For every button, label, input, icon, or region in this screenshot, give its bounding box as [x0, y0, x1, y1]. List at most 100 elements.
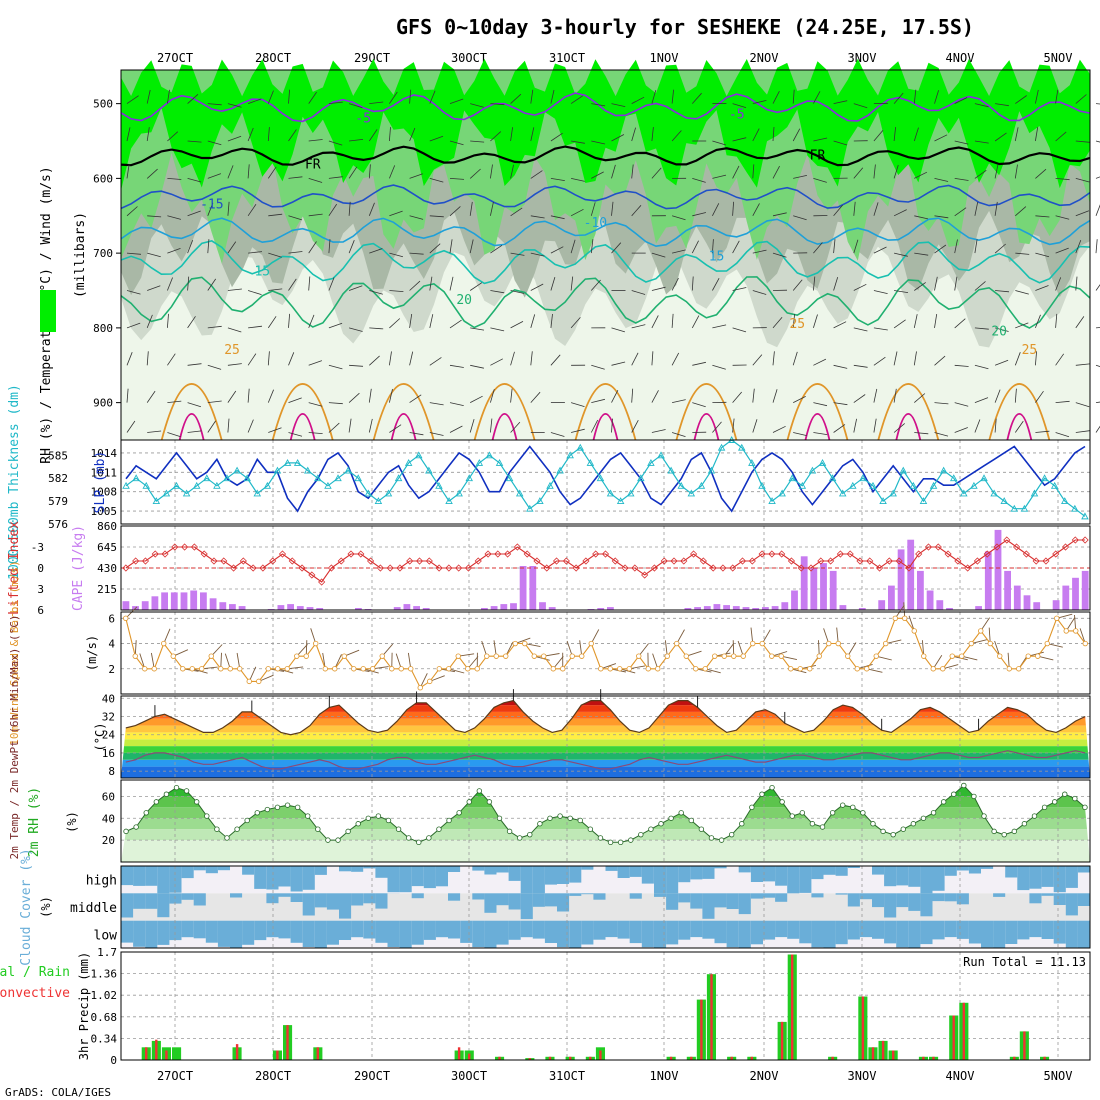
isotherm-25-dome	[271, 383, 334, 441]
wind-marker	[940, 666, 946, 672]
wind-barb	[631, 96, 645, 104]
wind-marker	[759, 640, 765, 647]
wind-marker	[778, 653, 784, 659]
lifted-marker	[787, 557, 796, 565]
rh-marker	[1031, 813, 1038, 819]
lifted-marker	[680, 557, 688, 565]
wind-barb	[570, 276, 574, 291]
thickness-marker	[1061, 497, 1069, 505]
cloud-low-cell	[484, 920, 497, 948]
wind-barb	[570, 402, 585, 407]
wind-marker	[1063, 628, 1069, 634]
precip-convective-bar	[952, 1015, 955, 1060]
temp-tick-label: 40	[102, 692, 115, 705]
lifted-marker	[846, 550, 854, 558]
cloud-low-cell	[290, 920, 303, 943]
wind-marker	[265, 666, 271, 672]
lifted-marker	[435, 564, 443, 572]
contour-label: 25	[224, 343, 240, 358]
wind-barb	[994, 243, 1006, 254]
cape-bar	[180, 592, 188, 610]
wind-barb	[510, 351, 515, 366]
wind-barb	[1014, 388, 1017, 403]
rh-marker	[1041, 804, 1048, 811]
rh-marker	[910, 821, 917, 827]
rh-marker	[183, 788, 190, 794]
wind-barb	[227, 103, 242, 108]
thickness-marker	[808, 466, 817, 474]
cloud-low-cell	[823, 920, 836, 948]
temp-line	[125, 699, 1086, 736]
wind-barb	[490, 244, 503, 254]
cloud-high-cell	[181, 866, 194, 879]
wind-marker	[218, 666, 224, 672]
thickness-marker	[596, 474, 605, 482]
cape-bar	[810, 568, 818, 610]
lifted-marker	[229, 564, 238, 572]
wind-barb	[530, 89, 534, 104]
cloud-high-cell	[1005, 866, 1018, 878]
panel-slp-thickness: 576 579 582 585 1005 1008 1011 1014 1000~500mb T…	[7, 384, 1091, 580]
cloud-title: Cloud Cover (%)	[19, 848, 34, 965]
wind-barb	[853, 201, 856, 216]
wind-barb	[712, 421, 722, 433]
lifted-marker	[611, 557, 619, 565]
precip-convective-bar	[710, 974, 713, 1060]
cloud-mid-cell	[835, 893, 848, 895]
cloud-low-cell	[956, 920, 969, 939]
wind-barb	[853, 167, 864, 179]
cloud-mid-cell	[956, 893, 969, 905]
wind-barb	[207, 239, 210, 254]
cloud-mid-cell	[944, 893, 957, 902]
wind-barb	[530, 314, 536, 329]
thickness-marker	[495, 458, 504, 466]
wind-barb	[267, 351, 270, 366]
cloud-mid-cell	[557, 893, 570, 912]
cloud-low-cell	[145, 920, 158, 948]
lifted-marker	[161, 550, 169, 558]
isotherm-30-dome	[289, 413, 316, 441]
y-tick-label: 900	[93, 397, 113, 410]
wind-marker	[788, 666, 794, 672]
precip-convective-bar	[669, 1056, 673, 1060]
wind-barb	[1075, 402, 1090, 408]
cape-bar	[732, 606, 740, 610]
wind-barb	[772, 126, 775, 142]
wind-marker	[142, 666, 148, 672]
wind-barb	[1014, 127, 1019, 142]
cloud-low-cell	[157, 920, 170, 945]
cloud-low-cell	[920, 920, 933, 945]
y-tick-label: 800	[93, 322, 113, 335]
cape-bar	[984, 551, 992, 610]
wind-barb	[914, 432, 929, 435]
wind-barb	[591, 140, 606, 145]
isotherm-30-dome	[804, 413, 831, 441]
lifted-marker	[572, 564, 580, 572]
wind-barb	[813, 137, 828, 142]
wind-barb	[328, 277, 335, 291]
wind-barb	[267, 316, 277, 329]
cloud-high-cell	[544, 866, 557, 885]
wind-barb	[853, 327, 868, 332]
wind-barb	[167, 215, 182, 220]
cloud-mid-cell	[993, 893, 1006, 897]
rh-band	[121, 840, 1090, 862]
wind-barb	[1035, 285, 1049, 291]
wind-barb	[328, 422, 340, 433]
rh-marker	[315, 826, 321, 832]
wind-barb	[672, 249, 686, 254]
thickness-marker	[768, 497, 776, 505]
thickness-marker	[738, 443, 746, 451]
thickness-marker	[939, 466, 948, 474]
y-tick-label: 500	[93, 98, 113, 111]
rh-marker	[143, 810, 149, 816]
cloud-low-cell	[993, 920, 1006, 948]
isotherm-25-dome	[988, 383, 1051, 441]
thickness-marker	[374, 497, 383, 505]
cape-bar	[723, 605, 730, 610]
wind-barb	[1035, 215, 1050, 218]
cape-bar	[907, 539, 915, 610]
cloud-mid-cell	[569, 893, 582, 896]
wind-barb	[732, 391, 743, 403]
thickness-marker	[314, 474, 322, 482]
